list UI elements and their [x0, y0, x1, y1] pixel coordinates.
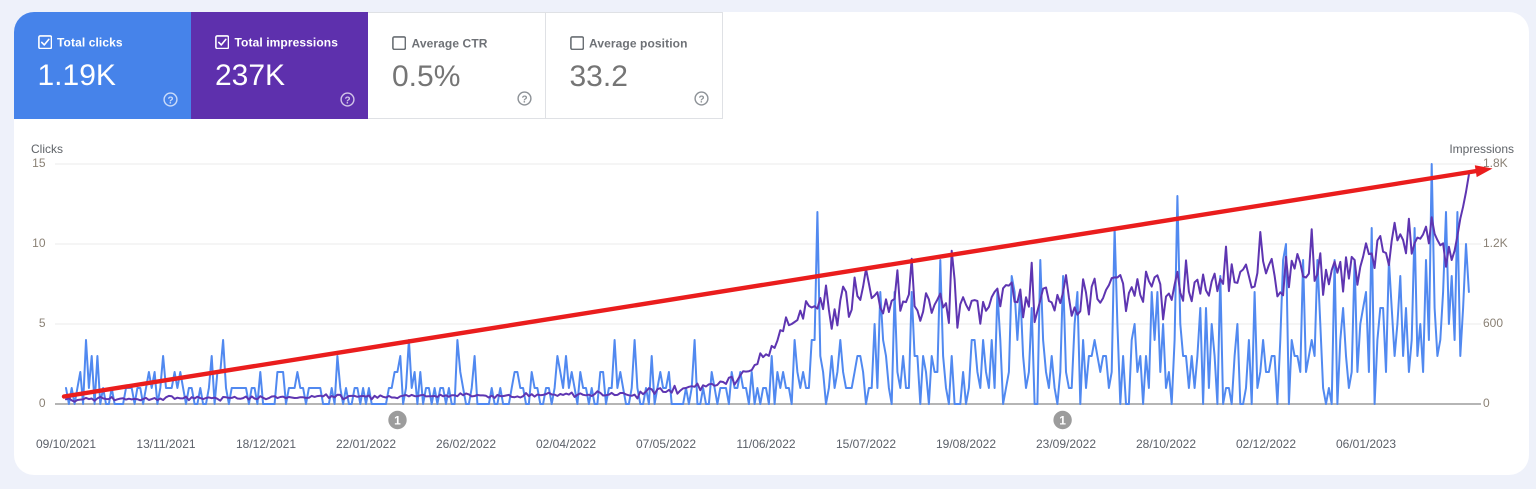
svg-text:13/11/2021: 13/11/2021: [136, 437, 195, 451]
svg-text:10: 10: [32, 236, 46, 250]
svg-text:11/06/2022: 11/06/2022: [736, 437, 795, 451]
svg-text:15: 15: [32, 156, 46, 170]
svg-text:?: ?: [167, 95, 173, 106]
svg-text:28/10/2022: 28/10/2022: [1136, 437, 1196, 451]
svg-text:09/10/2021: 09/10/2021: [36, 437, 96, 451]
svg-text:1.8K: 1.8K: [1483, 156, 1508, 170]
svg-text:02/12/2022: 02/12/2022: [1236, 437, 1296, 451]
svg-text:600: 600: [1483, 316, 1503, 330]
svg-text:07/05/2022: 07/05/2022: [636, 437, 696, 451]
svg-text:Impressions: Impressions: [1449, 142, 1514, 156]
svg-text:0: 0: [39, 396, 46, 410]
svg-text:22/01/2022: 22/01/2022: [336, 437, 396, 451]
svg-text:23/09/2022: 23/09/2022: [1036, 437, 1096, 451]
svg-text:02/04/2022: 02/04/2022: [536, 437, 596, 451]
svg-text:19/08/2022: 19/08/2022: [936, 437, 996, 451]
svg-text:?: ?: [344, 95, 350, 106]
svg-text:26/02/2022: 26/02/2022: [436, 437, 496, 451]
svg-text:?: ?: [698, 94, 704, 105]
svg-text:0: 0: [1483, 396, 1490, 410]
svg-text:1.2K: 1.2K: [1483, 236, 1508, 250]
svg-text:15/07/2022: 15/07/2022: [836, 437, 896, 451]
svg-text:Clicks: Clicks: [31, 142, 63, 156]
svg-text:06/01/2023: 06/01/2023: [1336, 437, 1396, 451]
svg-text:1: 1: [1059, 414, 1066, 428]
svg-text:18/12/2021: 18/12/2021: [236, 437, 296, 451]
svg-text:1: 1: [394, 414, 401, 428]
svg-text:5: 5: [39, 316, 46, 330]
svg-text:?: ?: [521, 94, 527, 105]
